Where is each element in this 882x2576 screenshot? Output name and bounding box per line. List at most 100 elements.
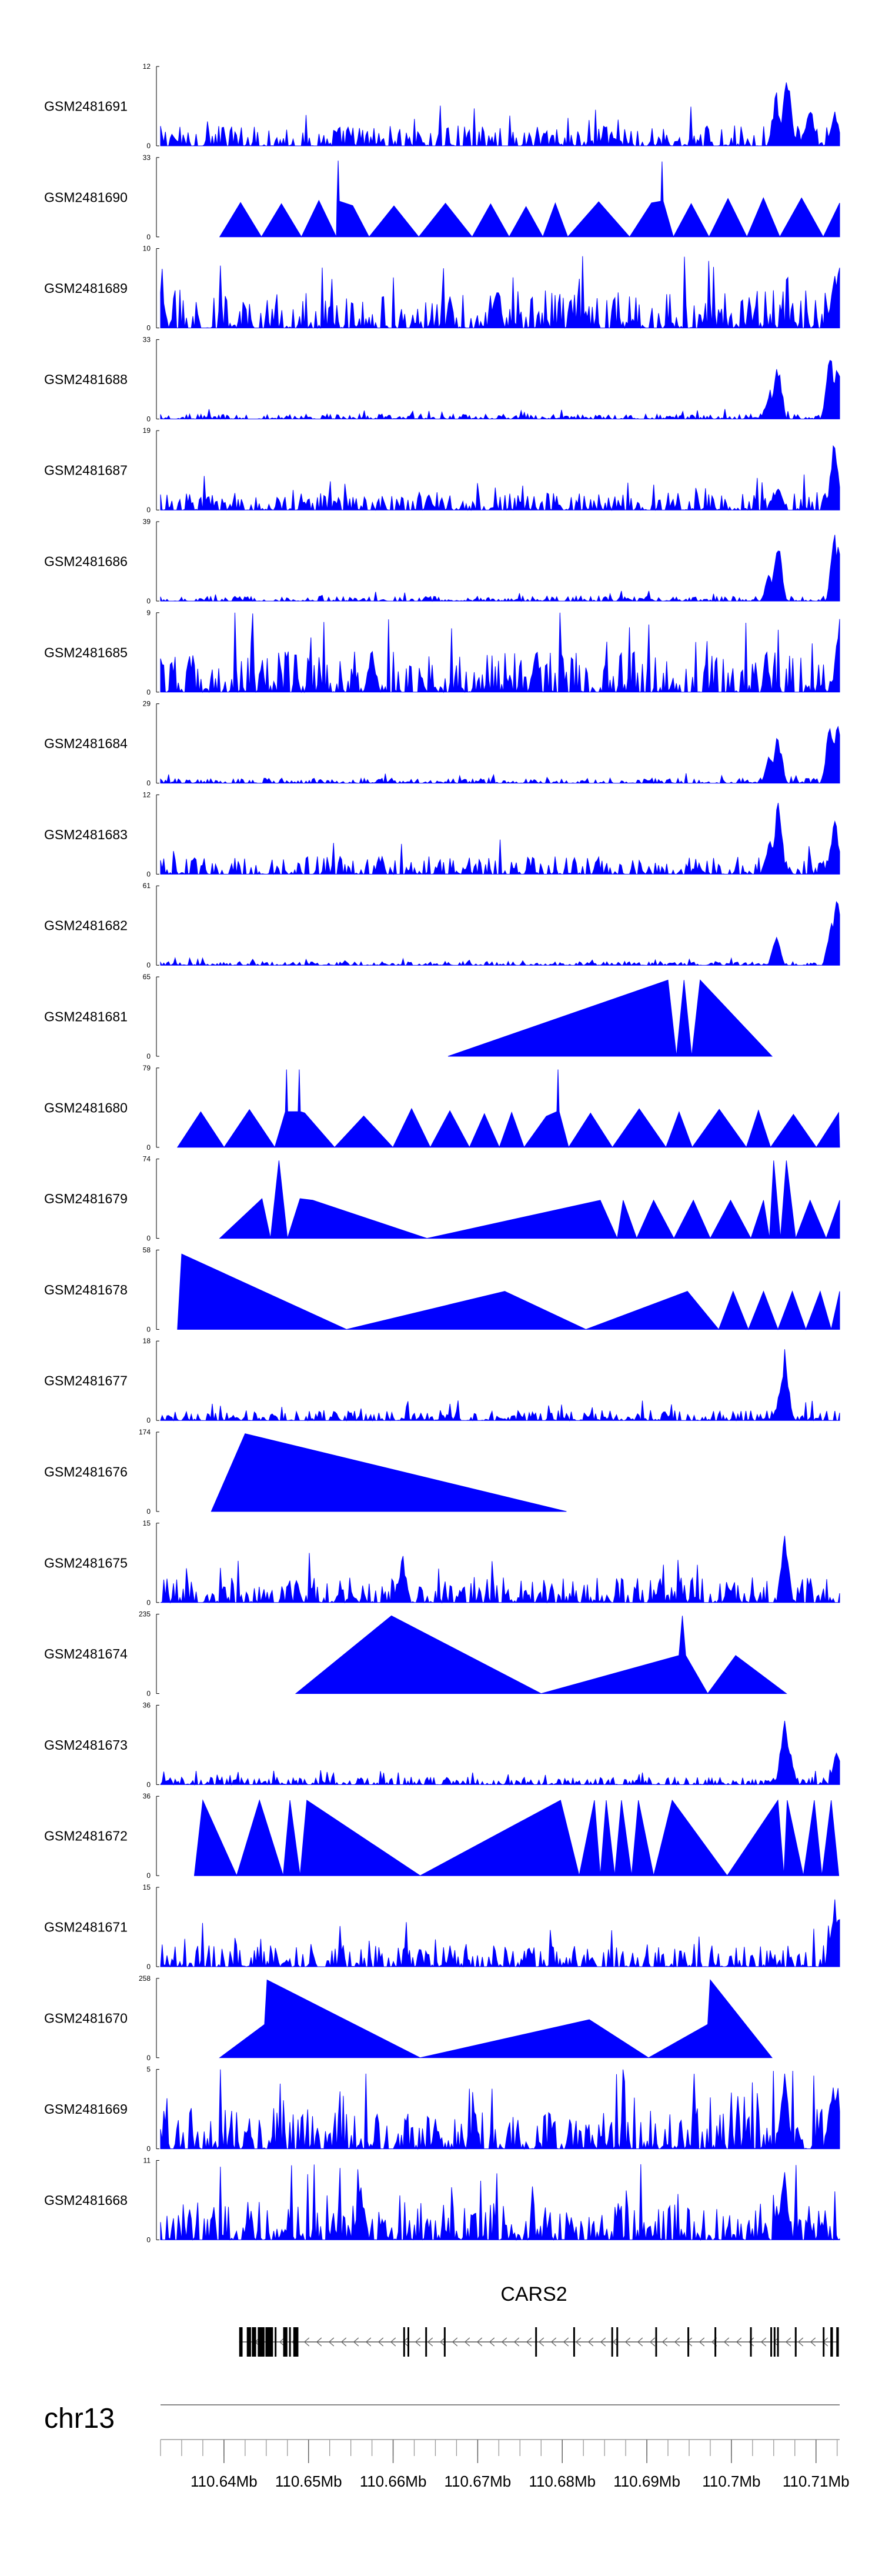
y-min-label: 0: [146, 1234, 151, 1243]
coverage-area: [160, 82, 840, 147]
y-min-label: 0: [146, 1690, 151, 1698]
strand-arrow: [773, 2337, 779, 2347]
strand-arrow: [501, 2337, 507, 2347]
strand-arrow: [489, 2337, 495, 2347]
track-label: GSM2481678: [44, 1282, 128, 1297]
strand-arrow: [328, 2337, 335, 2347]
chromosome-ideogram: chr13: [44, 2403, 840, 2434]
coverage-area: [219, 1160, 840, 1240]
track-label: GSM2481676: [44, 1464, 128, 1480]
strand-arrow: [600, 2337, 606, 2347]
coverage-area: [160, 2164, 840, 2241]
track-label: GSM2481679: [44, 1191, 128, 1206]
strand-arrow: [390, 2337, 396, 2347]
track-label: GSM2481690: [44, 189, 128, 205]
y-min-label: 0: [146, 1780, 151, 1788]
track-GSM2481686: GSM2481686 39 0: [44, 518, 840, 605]
track-label: GSM2481670: [44, 2010, 128, 2026]
strand-arrow: [575, 2337, 582, 2347]
x-tick-label: 110.68Mb: [529, 2472, 596, 2490]
y-max-label: 29: [143, 700, 151, 708]
strand-arrow: [476, 2337, 483, 2347]
strand-arrow: [402, 2337, 409, 2347]
strand-arrow: [365, 2337, 372, 2347]
coverage-area: [219, 161, 840, 238]
track-label: GSM2481682: [44, 918, 128, 933]
y-max-label: 58: [143, 1246, 151, 1254]
exon: [794, 2327, 797, 2357]
track-label: GSM2481669: [44, 2101, 128, 2117]
y-min-label: 0: [146, 1963, 151, 1971]
track-label: GSM2481675: [44, 1555, 128, 1570]
strand-arrow: [353, 2337, 359, 2347]
exon: [750, 2327, 752, 2357]
track-GSM2481670: GSM2481670 258 0: [44, 1974, 773, 2062]
strand-arrow: [513, 2337, 520, 2347]
genome-axis: 110.64Mb 110.65Mb 110.66Mb 110.67Mb 110.68Mb…: [160, 2439, 850, 2490]
x-tick-label: 110.71Mb: [783, 2472, 850, 2490]
coverage-area: [177, 1253, 840, 1330]
x-tick-label: 110.65Mb: [275, 2472, 342, 2490]
coverage-area: [295, 1615, 787, 1694]
strand-arrow: [464, 2337, 470, 2347]
y-min-label: 0: [146, 1507, 151, 1516]
strand-arrow: [699, 2337, 705, 2347]
y-max-label: 12: [143, 62, 151, 71]
track-label: GSM2481672: [44, 1828, 128, 1844]
x-tick-label: 110.64Mb: [191, 2472, 258, 2490]
track-GSM2481684: GSM2481684 29 0: [44, 700, 840, 788]
exon: [283, 2327, 288, 2357]
strand-arrow: [415, 2337, 421, 2347]
track-GSM2481691: GSM2481691 12 0: [44, 62, 840, 150]
coverage-area: [211, 1433, 567, 1512]
y-max-label: 15: [143, 1519, 151, 1527]
strand-arrow: [303, 2337, 310, 2347]
strand-arrow: [723, 2337, 730, 2347]
strand-arrow: [427, 2337, 433, 2347]
coverage-area: [160, 2069, 840, 2150]
exon: [777, 2327, 779, 2357]
y-max-label: 33: [143, 335, 151, 343]
exon: [258, 2327, 265, 2357]
y-max-label: 36: [143, 1701, 151, 1709]
track-label: GSM2481668: [44, 2193, 128, 2208]
track-label: GSM2481689: [44, 281, 128, 296]
track-GSM2481674: GSM2481674 235 0: [44, 1610, 787, 1698]
coverage-area: [160, 535, 840, 602]
exon: [443, 2327, 446, 2357]
y-max-label: 15: [143, 1883, 151, 1891]
exon: [252, 2327, 256, 2357]
gene-model: CARS2: [239, 2283, 839, 2357]
exon: [823, 2327, 825, 2357]
y-min-label: 0: [146, 779, 151, 788]
coverage-area: [160, 359, 840, 420]
strand-arrow: [316, 2337, 322, 2347]
chromosome-label: chr13: [44, 2403, 115, 2434]
exon: [246, 2327, 251, 2357]
track-GSM2481676: GSM2481676 174 0: [44, 1428, 567, 1516]
y-min-label: 0: [146, 1871, 151, 1880]
exon: [293, 2327, 299, 2357]
track-GSM2481685: GSM2481685 9 0: [44, 609, 840, 696]
coverage-area: [160, 803, 840, 876]
y-min-label: 0: [146, 324, 151, 332]
exon: [687, 2327, 690, 2357]
strand-arrow: [279, 2337, 285, 2347]
track-GSM2481689: GSM2481689 10 0: [44, 245, 840, 332]
y-max-label: 9: [146, 609, 151, 617]
exon: [655, 2327, 657, 2357]
strand-arrow: [538, 2337, 544, 2347]
y-min-label: 0: [146, 1143, 151, 1152]
y-max-label: 174: [139, 1428, 151, 1436]
coverage-area: [193, 1799, 840, 1877]
track-GSM2481679: GSM2481679 74 0: [44, 1155, 840, 1243]
x-tick-label: 110.69Mb: [613, 2472, 680, 2490]
exon: [573, 2327, 575, 2357]
x-tick-label: 110.66Mb: [360, 2472, 427, 2490]
track-GSM2481688: GSM2481688 33 0: [44, 335, 840, 423]
strand-arrow: [637, 2337, 643, 2347]
strand-arrow: [662, 2337, 668, 2347]
strand-arrow: [760, 2337, 767, 2347]
coverage-area: [160, 1349, 840, 1422]
